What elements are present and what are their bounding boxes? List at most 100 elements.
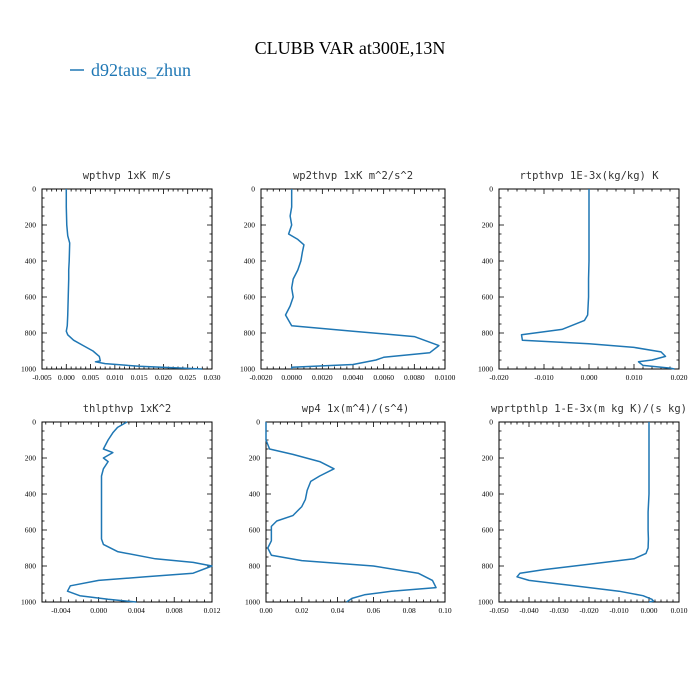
y-tick-label: 0 (32, 185, 36, 194)
y-tick-label: 800 (244, 329, 256, 338)
figure-title: CLUBB VAR at300E,13N (255, 38, 446, 58)
y-tick-label: 400 (482, 490, 494, 499)
plot-frame (265, 421, 446, 603)
panel-2: wp2thvp 1xK m^2/s^2 0 200 400 600 800 1000-0.0… (240, 170, 456, 382)
x-tick-label: 0.06 (367, 606, 380, 615)
panel-title: wp4 1x(m^4)/(s^4) (302, 403, 409, 415)
legend-label: d92taus_zhun (91, 60, 191, 80)
plot-frame (260, 188, 446, 370)
y-tick-label: 400 (249, 490, 261, 499)
panel-4: thlpthvp 1xK^2 0 200 400 600 800 1000 -0.004 0.0… (21, 403, 221, 615)
x-tick-label: 0.00 (259, 606, 272, 615)
y-tick-label: 400 (25, 257, 37, 266)
y-tick-label: 1000 (240, 365, 255, 374)
panel-6: wprtpthlp 1-E-3x(m kg K)/(s kg) 0 200 400 60… (478, 403, 688, 615)
x-tick-label: 0.000 (581, 373, 598, 382)
x-tick-label: 0.08 (403, 606, 416, 615)
x-tick-label: 0.0080 (404, 373, 425, 382)
x-tick-label: 0.010 (626, 373, 643, 382)
panel-title: wp2thvp 1xK m^2/s^2 (293, 170, 413, 182)
x-tick-label: 0.000 (641, 606, 658, 615)
series-line (284, 189, 440, 369)
y-tick-label: 200 (249, 454, 261, 463)
y-tick-label: 800 (25, 329, 37, 338)
x-tick-label: -0.005 (32, 373, 52, 382)
x-tick-label: 0.015 (131, 373, 148, 382)
y-tick-label: 0 (256, 418, 260, 427)
x-tick-label: 0.000 (58, 373, 75, 382)
x-tick-label: 0.004 (128, 606, 145, 615)
y-tick-label: 1000 (21, 598, 36, 607)
y-tick-label: 400 (244, 257, 256, 266)
y-tick-label: 600 (25, 293, 37, 302)
x-tick-label: 0.008 (166, 606, 183, 615)
series-line (65, 189, 203, 370)
x-tick-label: -0.010 (534, 373, 554, 382)
y-tick-label: 1000 (478, 598, 493, 607)
y-tick-label: 200 (244, 221, 256, 230)
x-tick-label: 0.000 (90, 606, 107, 615)
x-tick-label: 0.10 (438, 606, 451, 615)
y-tick-label: 1000 (245, 598, 260, 607)
x-tick-label: -0.030 (549, 606, 569, 615)
y-tick-label: 200 (482, 221, 494, 230)
y-tick-label: 600 (244, 293, 256, 302)
y-tick-label: 800 (25, 562, 37, 571)
x-tick-label: 0.012 (204, 606, 221, 615)
plot-frame (41, 188, 213, 370)
x-tick-label: -0.020 (579, 606, 599, 615)
x-tick-label: -0.020 (489, 373, 509, 382)
series-line (520, 189, 675, 370)
y-tick-label: 1000 (478, 365, 493, 374)
x-tick-label: -0.050 (489, 606, 509, 615)
y-tick-label: 200 (25, 221, 37, 230)
y-tick-label: 600 (482, 293, 494, 302)
x-tick-label: 0.02 (295, 606, 308, 615)
panel-title: thlpthvp 1xK^2 (83, 403, 172, 415)
x-tick-label: 0.010 (106, 373, 123, 382)
x-tick-label: 0.0040 (343, 373, 364, 382)
series-line (265, 422, 437, 603)
y-tick-label: 0 (489, 418, 493, 427)
panel-1: wpthvp 1xK m/s 0 200 400 600 800 1000-0.005 0.0… (21, 170, 221, 382)
y-tick-label: 400 (25, 490, 37, 499)
x-tick-label: 0.025 (179, 373, 196, 382)
x-tick-label: 0.0000 (281, 373, 302, 382)
x-tick-label: 0.0060 (373, 373, 394, 382)
y-tick-label: 200 (482, 454, 494, 463)
x-tick-label: 0.04 (331, 606, 344, 615)
panel-title: rtpthvp 1E-3x(kg/kg) K (519, 170, 659, 182)
y-tick-label: 600 (249, 526, 261, 535)
y-tick-label: 800 (482, 329, 494, 338)
y-tick-label: 600 (482, 526, 494, 535)
y-tick-label: 0 (32, 418, 36, 427)
plot-frame (41, 421, 213, 603)
y-tick-label: 400 (482, 257, 494, 266)
y-tick-label: 1000 (21, 365, 36, 374)
y-tick-label: 0 (489, 185, 493, 194)
panel-title: wprtpthlp 1-E-3x(m kg K)/(s kg) (491, 403, 687, 415)
x-tick-label: 0.0020 (312, 373, 333, 382)
panel-title: wpthvp 1xK m/s (83, 170, 172, 182)
x-tick-label: -0.0020 (249, 373, 272, 382)
x-tick-label: 0.030 (204, 373, 221, 382)
plot-frame (498, 421, 680, 603)
x-tick-label: 0.0100 (435, 373, 456, 382)
y-tick-label: 200 (25, 454, 37, 463)
y-tick-label: 0 (251, 185, 255, 194)
x-tick-label: -0.010 (609, 606, 629, 615)
y-tick-label: 800 (249, 562, 261, 571)
y-tick-label: 600 (25, 526, 37, 535)
x-tick-label: 0.020 (155, 373, 172, 382)
x-tick-label: 0.005 (82, 373, 99, 382)
y-tick-label: 800 (482, 562, 494, 571)
series-line (66, 421, 213, 603)
x-tick-label: -0.004 (51, 606, 71, 615)
series-line (516, 422, 655, 603)
x-tick-label: 0.010 (671, 606, 688, 615)
panel-3: rtpthvp 1E-3x(kg/kg) K02004006008001000-… (478, 170, 688, 382)
x-tick-label: -0.040 (519, 606, 539, 615)
